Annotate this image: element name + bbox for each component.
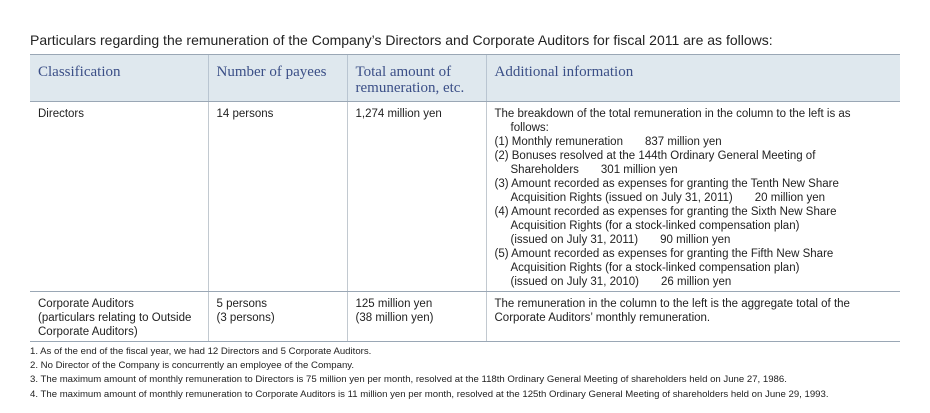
- cell-directors-total: 1,274 million yen: [346, 101, 486, 292]
- cell-auditors-info: The remuneration in the column to the le…: [485, 291, 900, 342]
- header-total-line-1: Total amount of: [355, 64, 452, 80]
- table-header-row: Classification Number of payees Total am…: [30, 54, 900, 102]
- footnotes: 1. As of the end of the fiscal year, we …: [30, 345, 829, 402]
- breakdown-item-4-line-3: (issued on July 31, 2011) 90 million yen: [495, 233, 893, 247]
- cell-directors-info: The breakdown of the total remuneration …: [485, 101, 900, 292]
- table-row-corporate-auditors: Corporate Auditors (particulars relating…: [30, 291, 900, 342]
- info-intro-line-2: follows:: [510, 122, 549, 134]
- header-total-amount: Total amount of remuneration, etc.: [346, 54, 486, 102]
- cell-directors-payees: 14 persons: [207, 101, 347, 292]
- breakdown-item-5-line-1: (5) Amount recorded as expenses for gran…: [494, 248, 834, 260]
- breakdown-item-2-line-1: (2) Bonuses resolved at the 144th Ordina…: [494, 150, 816, 162]
- breakdown-item-4-line-2: Acquisition Rights (for a stock-linked c…: [510, 220, 800, 232]
- auditors-info-line-1: The remuneration in the column to the le…: [494, 298, 850, 310]
- item1-label: (1) Monthly remuneration: [494, 136, 623, 148]
- item5-label-cont: (issued on July 31, 2010): [510, 276, 640, 288]
- breakdown-item-5-line-3: (issued on July 31, 2010) 26 million yen: [495, 275, 893, 289]
- auditors-total-line-1: 125 million yen: [355, 298, 433, 310]
- cell-auditors-total: 125 million yen (38 million yen): [346, 291, 486, 342]
- auditors-class-line-1: Corporate Auditors: [38, 298, 134, 310]
- item2-label-cont: Shareholders: [510, 164, 579, 176]
- item3-value: 20 million yen: [754, 192, 826, 204]
- breakdown-item-1: (1) Monthly remuneration 837 million yen: [495, 135, 893, 149]
- remuneration-table: Classification Number of payees Total am…: [30, 54, 900, 342]
- auditors-payees-line-1: 5 persons: [216, 298, 268, 310]
- auditors-class-line-3: Corporate Auditors): [38, 326, 138, 338]
- info-intro-line-1: The breakdown of the total remuneration …: [494, 108, 851, 120]
- breakdown-item-5-line-2: Acquisition Rights (for a stock-linked c…: [510, 262, 800, 274]
- breakdown-item-4-line-1: (4) Amount recorded as expenses for gran…: [494, 206, 837, 218]
- footnote-1: 1. As of the end of the fiscal year, we …: [30, 346, 372, 357]
- breakdown-item-3-line-2: Acquisition Rights (issued on July 31, 2…: [495, 191, 893, 205]
- item5-value: 26 million yen: [661, 276, 732, 288]
- header-number-of-payees: Number of payees: [207, 54, 347, 102]
- auditors-class-line-2: (particulars relating to Outside: [38, 312, 192, 324]
- footnote-3: 3. The maximum amount of monthly remuner…: [30, 374, 787, 386]
- item2-value: 301 million yen: [600, 164, 678, 176]
- cell-directors-classification: Directors: [30, 101, 208, 292]
- item4-label-cont: (issued on July 31, 2011): [510, 234, 639, 246]
- header-classification: Classification: [30, 54, 208, 102]
- item3-label-cont: Acquisition Rights (issued on July 31, 2…: [510, 192, 733, 204]
- footnote-2: 2. No Director of the Company is concurr…: [30, 360, 355, 372]
- cell-auditors-classification: Corporate Auditors (particulars relating…: [30, 291, 208, 342]
- header-total-line-2: remuneration, etc.: [355, 80, 465, 96]
- item1-value: 837 million yen: [644, 136, 722, 148]
- footnote-4: 4. The maximum amount of monthly remuner…: [30, 388, 829, 400]
- item4-value: 90 million yen: [660, 234, 731, 246]
- auditors-total-line-2: (38 million yen): [355, 312, 434, 324]
- intro-text: Particulars regarding the remuneration o…: [30, 32, 773, 48]
- cell-auditors-payees: 5 persons (3 persons): [207, 291, 347, 342]
- header-additional-information: Additional information: [485, 54, 900, 102]
- auditors-info-line-2: Corporate Auditors’ monthly remuneration…: [494, 312, 711, 324]
- auditors-payees-line-2: (3 persons): [216, 312, 275, 324]
- table-row-directors: Directors 14 persons 1,274 million yen T…: [30, 101, 900, 292]
- breakdown-item-2-line-2: Shareholders 301 million yen: [495, 163, 893, 177]
- breakdown-item-3-line-1: (3) Amount recorded as expenses for gran…: [494, 178, 839, 190]
